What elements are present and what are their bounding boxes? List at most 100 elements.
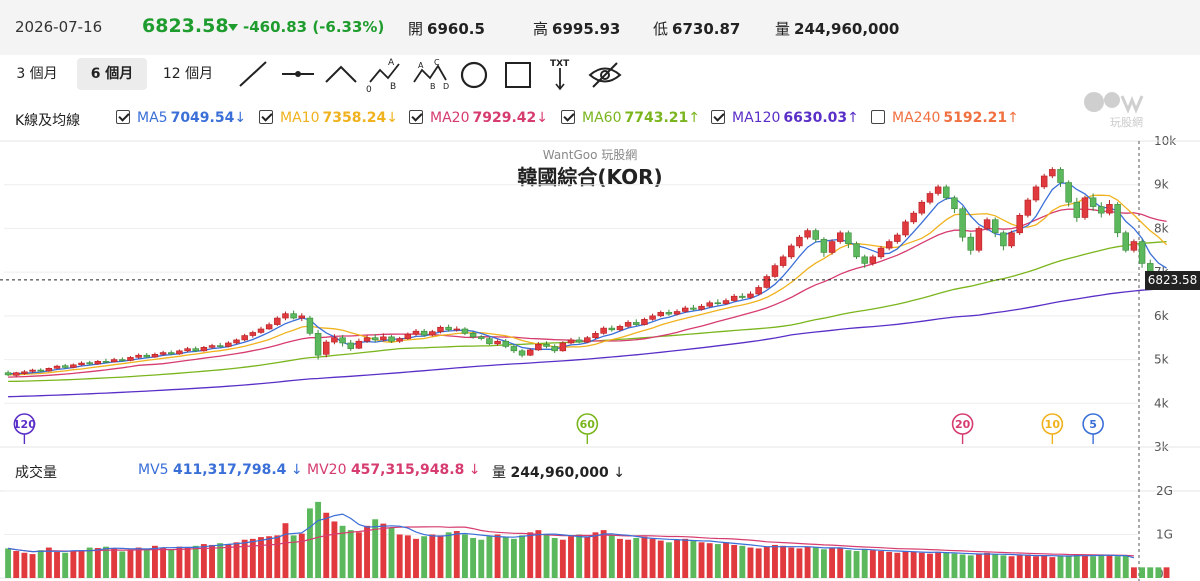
candle-body[interactable] — [665, 312, 673, 315]
volume-bar[interactable] — [543, 534, 550, 579]
volume-bar[interactable] — [812, 547, 819, 578]
volume-bar[interactable] — [837, 548, 844, 578]
candle-body[interactable] — [176, 350, 183, 355]
volume-bar[interactable] — [1155, 567, 1162, 578]
volume-bar[interactable] — [772, 544, 778, 578]
volume-bar[interactable] — [404, 535, 411, 578]
candle-body[interactable] — [306, 317, 314, 334]
volume-bar[interactable] — [845, 550, 852, 578]
candle-body[interactable] — [225, 342, 232, 347]
candle-body[interactable] — [690, 307, 697, 310]
volume-bar[interactable] — [1008, 556, 1015, 578]
candle-body[interactable] — [739, 295, 746, 298]
volume-bar[interactable] — [723, 542, 729, 578]
volume-bar[interactable] — [1024, 554, 1031, 578]
candle-body[interactable] — [119, 359, 126, 361]
volume-bar[interactable] — [1122, 555, 1129, 578]
candle-body[interactable] — [404, 333, 412, 339]
range-3m-button[interactable]: 3 個月 — [16, 66, 58, 82]
volume-bar[interactable] — [625, 539, 632, 578]
candle-body[interactable] — [61, 365, 69, 368]
volume-bar[interactable] — [649, 538, 656, 578]
candle-body[interactable] — [1065, 182, 1072, 203]
candle-body[interactable] — [1138, 241, 1146, 264]
candle-body[interactable] — [763, 276, 771, 288]
candle-body[interactable] — [698, 305, 705, 310]
volume-bar[interactable] — [274, 535, 281, 578]
volume-bar[interactable] — [233, 542, 240, 578]
text-tool-icon[interactable]: TXT — [543, 58, 579, 92]
volume-bar[interactable] — [910, 551, 917, 578]
candle-body[interactable] — [461, 328, 469, 334]
candle-body[interactable] — [216, 345, 224, 347]
candle-body[interactable] — [94, 361, 102, 365]
volume-bar[interactable] — [657, 540, 664, 578]
candle-body[interactable] — [1057, 169, 1064, 183]
volume-bar[interactable] — [54, 551, 60, 578]
volume-bar[interactable] — [1147, 567, 1154, 578]
candle-body[interactable] — [991, 219, 999, 234]
volume-bar[interactable] — [86, 547, 93, 578]
volume-bar[interactable] — [13, 551, 20, 578]
volume-bar[interactable] — [143, 548, 150, 578]
candle-body[interactable] — [608, 327, 616, 331]
candle-body[interactable] — [265, 324, 273, 330]
volume-bar[interactable] — [747, 547, 754, 578]
candle-body[interactable] — [649, 315, 656, 320]
candle-body[interactable] — [274, 317, 281, 325]
volume-bar[interactable] — [527, 532, 534, 578]
candle-body[interactable] — [478, 336, 485, 339]
candle-body[interactable] — [624, 322, 632, 327]
ma-checkbox-ma240[interactable] — [871, 110, 885, 124]
candle-body[interactable] — [559, 342, 567, 352]
volume-bar[interactable] — [796, 548, 803, 578]
candle-body[interactable] — [135, 354, 142, 358]
volume-bar[interactable] — [918, 552, 925, 578]
range-12m-button[interactable]: 12 個月 — [162, 66, 214, 82]
candle-body[interactable] — [1106, 204, 1113, 214]
candle-body[interactable] — [926, 193, 934, 203]
volume-bar[interactable] — [861, 549, 868, 578]
candle-body[interactable] — [1081, 197, 1089, 218]
candle-body[interactable] — [804, 230, 811, 238]
volume-bar[interactable] — [1016, 555, 1023, 578]
volume-bar[interactable] — [1114, 556, 1121, 578]
candle-body[interactable] — [339, 337, 346, 344]
candle-body[interactable] — [314, 333, 322, 356]
volume-bar[interactable] — [37, 550, 44, 578]
candle-body[interactable] — [951, 197, 958, 210]
volume-bar[interactable] — [184, 547, 191, 578]
candle-body[interactable] — [551, 346, 558, 352]
volume-bar[interactable] — [617, 538, 623, 578]
volume-bar[interactable] — [94, 547, 101, 578]
candle-body[interactable] — [592, 333, 599, 339]
candle-body[interactable] — [616, 326, 624, 331]
candle-body[interactable] — [535, 343, 542, 351]
volume-bar[interactable] — [151, 545, 158, 578]
candle-body[interactable] — [1089, 197, 1097, 207]
volume-bar[interactable] — [1057, 556, 1064, 578]
ma-legend-ma120[interactable]: MA120 6630.03↑ — [711, 110, 859, 130]
candle-body[interactable] — [45, 368, 53, 372]
volume-bar[interactable] — [160, 547, 167, 578]
volume-bar[interactable] — [249, 538, 256, 578]
candle-body[interactable] — [812, 230, 819, 240]
volume-bar[interactable] — [331, 521, 338, 578]
volume-bar[interactable] — [927, 553, 933, 578]
volume-bar[interactable] — [1130, 567, 1137, 578]
volume-bar[interactable] — [225, 544, 232, 578]
candle-body[interactable] — [168, 352, 175, 355]
volume-bar[interactable] — [1033, 556, 1039, 578]
volume-bar[interactable] — [641, 536, 648, 578]
volume-bar[interactable] — [829, 547, 836, 578]
candle-body[interactable] — [543, 343, 550, 347]
candle-body[interactable] — [673, 311, 681, 315]
volume-bar[interactable] — [788, 547, 795, 578]
volume-bar[interactable] — [347, 530, 354, 578]
ma-marker-60[interactable] — [576, 413, 599, 435]
candle-body[interactable] — [53, 365, 61, 369]
candle-body[interactable] — [1040, 175, 1048, 188]
candle-body[interactable] — [714, 302, 722, 305]
ma-checkbox-ma20[interactable] — [409, 110, 423, 124]
circle-tool-icon[interactable] — [456, 58, 492, 92]
